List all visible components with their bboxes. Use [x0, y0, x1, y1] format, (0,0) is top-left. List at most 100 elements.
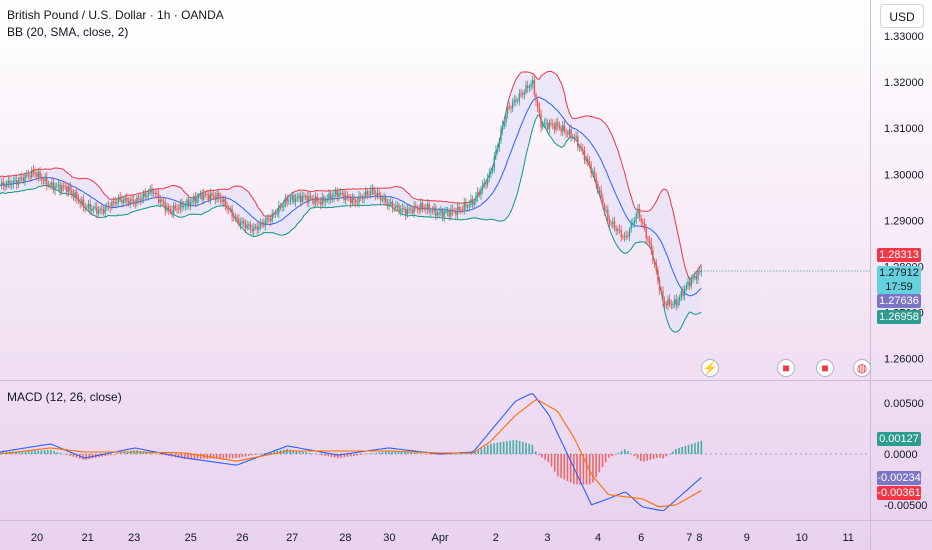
candle-body — [24, 174, 26, 182]
candle-body — [181, 202, 183, 208]
candle-body — [229, 208, 232, 210]
candle-body — [354, 200, 357, 203]
macd-indicator-label[interactable]: MACD (12, 26, close) — [7, 390, 122, 404]
candle-body — [537, 101, 539, 108]
lightning-icon[interactable]: ⚡ — [701, 359, 719, 377]
candle-body — [76, 192, 78, 199]
candle-body — [627, 235, 629, 237]
macd-histogram-bar — [464, 453, 467, 455]
candle-body — [298, 195, 300, 198]
candle-body — [253, 227, 255, 231]
macd-histogram-bar — [324, 454, 326, 456]
macd-histogram-bar — [512, 440, 515, 455]
candle-body — [236, 217, 238, 219]
macd-histogram-bar — [518, 440, 521, 455]
macd-histogram-bar — [585, 454, 588, 485]
candle-body — [570, 129, 572, 138]
macd-histogram-bar — [107, 454, 110, 456]
candle-body — [365, 191, 367, 197]
us-flag-event-icon[interactable]: ■ — [816, 359, 834, 377]
candle-body — [276, 213, 278, 215]
macd-histogram-bar — [149, 452, 151, 455]
macd-histogram-bar — [359, 454, 362, 455]
macd-histogram-bar — [506, 441, 508, 455]
candle-body — [523, 92, 526, 95]
macd-histogram-bar — [15, 451, 17, 455]
macd-histogram-bar — [225, 454, 228, 459]
candle-body — [61, 185, 63, 192]
candle-body — [642, 221, 644, 224]
macd-histogram-bar — [557, 454, 559, 477]
candle-body — [127, 201, 130, 204]
macd-histogram-bar — [209, 454, 212, 459]
candle-body — [316, 196, 318, 201]
candle-body — [548, 123, 551, 129]
macd-histogram-bar — [407, 452, 409, 455]
candle-body — [102, 209, 105, 214]
candle-body — [648, 239, 651, 243]
candle-body — [562, 125, 564, 132]
candle-body — [510, 107, 512, 109]
candle-body — [610, 223, 612, 225]
candle-body — [568, 129, 571, 135]
candle-body — [667, 299, 669, 306]
candle-body — [597, 183, 599, 192]
macd-histogram-bar — [273, 451, 275, 455]
candle-body — [680, 291, 683, 297]
candle-body — [685, 285, 688, 289]
candle-body — [157, 194, 160, 203]
candle-body — [274, 213, 277, 215]
macd-histogram-bar — [53, 451, 55, 455]
candle-body — [603, 205, 606, 211]
price-tick-label: 1.33000 — [884, 31, 924, 43]
candle-body — [658, 280, 661, 291]
macd-histogram-bar — [655, 454, 658, 458]
globe-event-icon[interactable]: ◍ — [853, 359, 871, 377]
last-price-tag: 1.27912 17:59 — [877, 266, 921, 294]
candle-body — [52, 182, 55, 191]
candle-body — [632, 223, 634, 225]
macd-histogram-bar — [308, 452, 311, 455]
symbol-title[interactable]: British Pound / U.S. Dollar · 1h · OANDA — [7, 8, 224, 22]
macd-histogram-bar — [381, 451, 384, 455]
candle-body — [560, 127, 562, 132]
candle-body — [221, 199, 223, 202]
candle-body — [87, 203, 90, 208]
candle-body — [314, 196, 317, 204]
candle-body — [557, 122, 559, 126]
candle-body — [371, 188, 374, 191]
countdown-timer: 17:59 — [885, 281, 913, 293]
candle-body — [545, 122, 547, 124]
candle-body — [279, 205, 282, 208]
candle-body — [166, 206, 168, 211]
macd-histogram-bar — [21, 451, 24, 455]
candle-body — [271, 213, 273, 222]
macd-histogram-bar — [161, 454, 164, 455]
candle-body — [89, 203, 91, 212]
macd-histogram-bar — [413, 453, 416, 455]
candle-body — [258, 226, 260, 230]
candle-body — [446, 210, 449, 212]
candle-body — [393, 207, 395, 209]
macd-histogram-bar — [378, 452, 381, 455]
us-flag-event-icon[interactable]: ■ — [777, 359, 795, 377]
signal-line-tag: -0.00361 — [877, 486, 921, 500]
candle-body — [203, 193, 205, 200]
currency-button[interactable]: USD — [880, 4, 924, 28]
macd-histogram-bar — [27, 450, 30, 455]
candle-body — [261, 222, 263, 224]
candle-body — [244, 223, 247, 229]
candle-body — [565, 131, 567, 133]
macd-hist-tag: 0.00127 — [877, 432, 921, 446]
candle-body — [152, 192, 155, 194]
macd-histogram-bar — [384, 451, 387, 455]
bb-indicator-label[interactable]: BB (20, SMA, close, 2) — [7, 25, 129, 39]
time-tick-label: 21 — [82, 532, 94, 544]
signal-line — [0, 399, 702, 508]
candle-body — [291, 195, 293, 200]
macd-histogram-bar — [356, 454, 358, 456]
candle-body — [311, 198, 313, 200]
macd-histogram-bar — [164, 454, 167, 456]
macd-histogram-bar — [426, 454, 428, 455]
